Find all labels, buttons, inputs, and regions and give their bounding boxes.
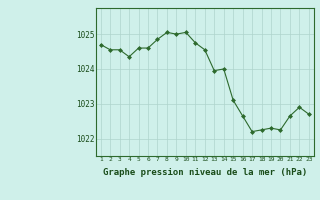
X-axis label: Graphe pression niveau de la mer (hPa): Graphe pression niveau de la mer (hPa) (103, 168, 307, 177)
